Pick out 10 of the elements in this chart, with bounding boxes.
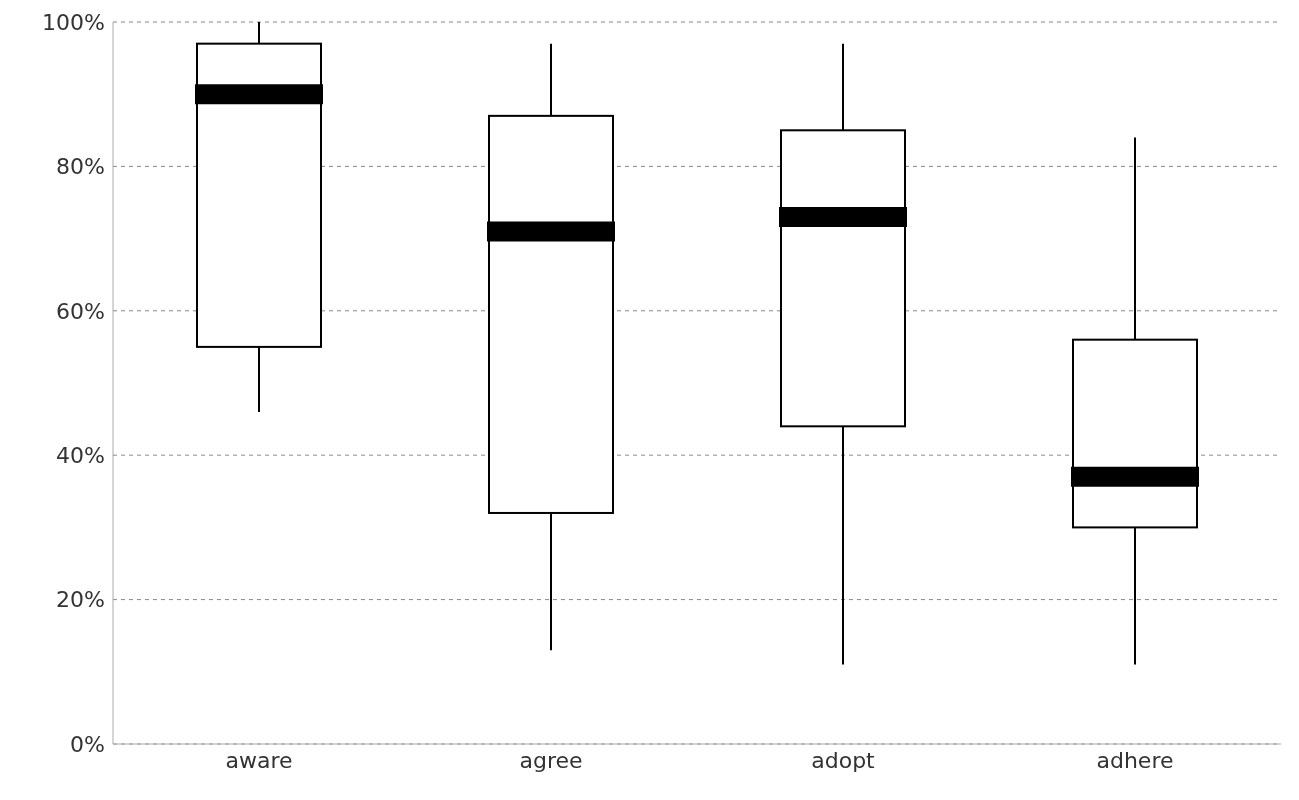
y-tick-label: 80%	[56, 154, 105, 180]
y-tick-label: 0%	[70, 731, 105, 757]
x-tick-label: adhere	[1096, 747, 1174, 773]
y-tick-label: 60%	[56, 298, 105, 324]
y-tick-label: 100%	[42, 9, 105, 35]
x-tick-label: aware	[225, 747, 293, 773]
x-tick-label: adopt	[811, 747, 876, 773]
y-tick-label: 20%	[56, 587, 105, 613]
y-tick-label: 40%	[56, 443, 105, 469]
x-tick-label: agree	[519, 747, 583, 773]
